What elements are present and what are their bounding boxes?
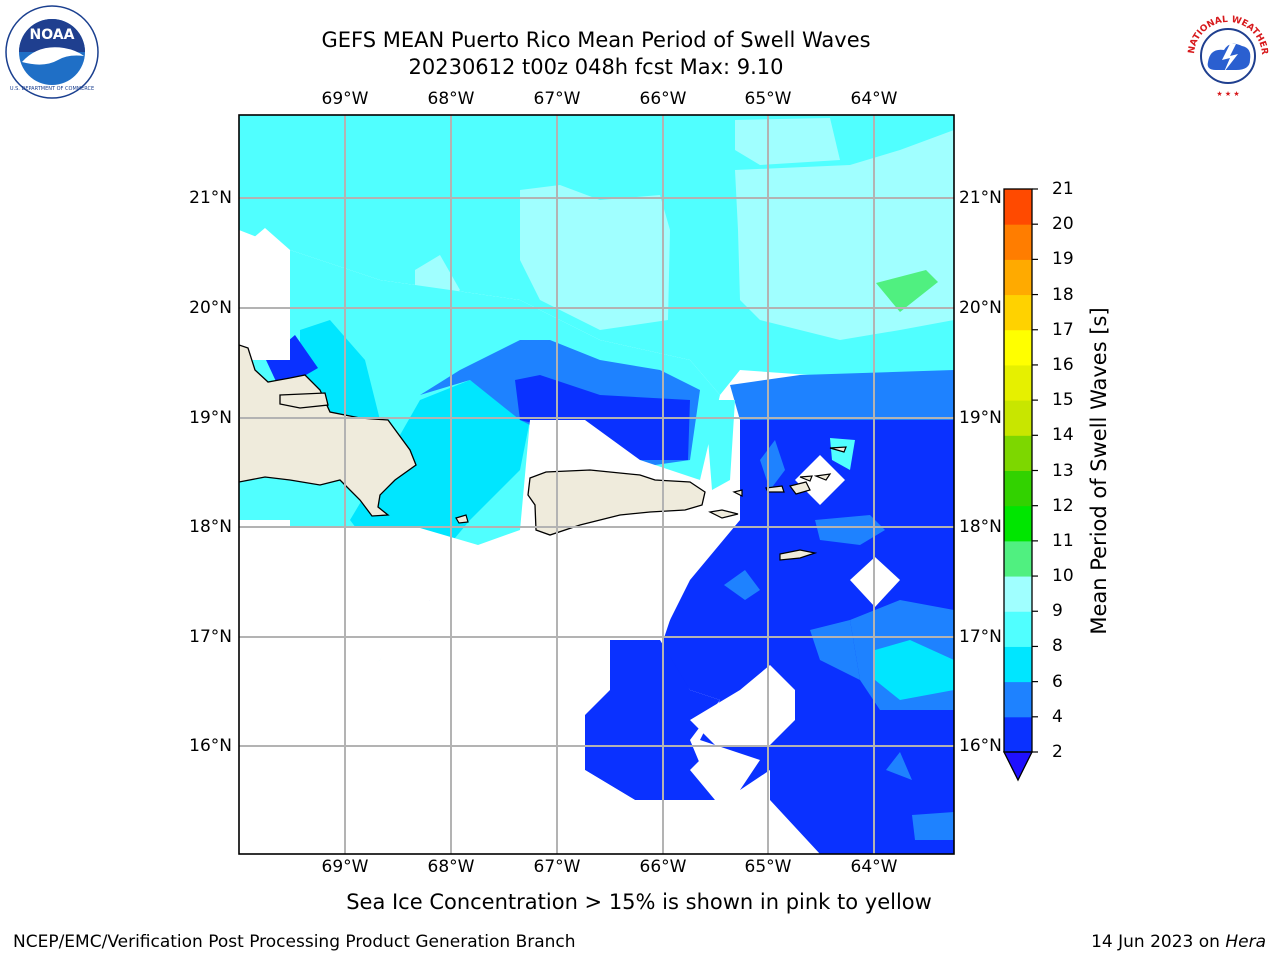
lon-tick-top: 68°W [427,89,475,109]
lat-tick-right: 16°N [959,736,1002,756]
generation-date: 14 Jun 2023 on Hera [1091,932,1266,952]
colorbar-label: 11 [1052,530,1074,551]
lat-tick-right: 20°N [959,298,1002,318]
colorbar-segment [1004,716,1032,753]
colorbar-segment [1004,364,1032,401]
svg-text:★ ★ ★: ★ ★ ★ [1216,90,1239,98]
colorbar-label: 2 [1052,742,1063,762]
colorbar-label: 16 [1052,354,1074,375]
colorbar-label: 17 [1052,319,1074,340]
colorbar-label: 14 [1052,425,1074,446]
producer-credit: NCEP/EMC/Verification Post Processing Pr… [13,932,576,952]
colorbar-segment [1004,540,1032,577]
colorbar-label: 8 [1052,636,1063,657]
lon-tick-top: 67°W [533,89,581,109]
colorbar-segment [1004,611,1032,647]
lat-tick-right: 21°N [959,188,1002,208]
colorbar-segment [1004,681,1032,718]
puerto-rico-land [527,469,706,536]
colorbar-label: 19 [1052,249,1074,270]
map-title: GEFS MEAN Puerto Rico Mean Period of Swe… [321,28,871,52]
hispaniola-land [239,344,417,517]
colorbar-under-arrow [1002,751,1034,782]
colorbar-segment [1004,646,1032,683]
lat-tick-left: 21°N [189,188,232,208]
colorbar-segment [1004,329,1032,366]
colorbar-label: 18 [1052,284,1074,305]
colorbar-segment [1004,189,1032,225]
colorbar-label: 21 [1052,179,1074,199]
colorbar-title: Mean Period of Swell Waves [s] [1087,307,1111,635]
lat-tick-right: 19°N [959,408,1002,428]
lon-tick-bottom: 64°W [850,857,898,877]
lon-tick-top: 64°W [850,89,898,109]
noaa-logo-bottom-text: U.S. DEPARTMENT OF COMMERCE [10,86,94,92]
map-gridlines [239,115,954,854]
sea-ice-note: Sea Ice Concentration > 15% is shown in … [346,890,932,914]
map-subtitle: 20230612 t00z 048h fcst Max: 9.10 [408,55,784,79]
noaa-logo-icon: NOAA U.S. DEPARTMENT OF COMMERCE [5,5,99,99]
colorbar-segment [1004,505,1032,542]
lat-tick-left: 18°N [189,517,232,537]
noaa-logo-text: NOAA [30,27,75,43]
lat-tick-left: 19°N [189,408,232,428]
colorbar-segment [1004,294,1032,331]
colorbar-label: 10 [1052,566,1074,587]
colorbar-segment [1004,470,1032,507]
nws-logo-icon: NATIONAL WEATHER SERVICE ★ ★ ★ [1180,4,1274,98]
lat-tick-right: 17°N [959,627,1002,647]
lon-tick-bottom: 66°W [639,857,687,877]
colorbar-label: 15 [1052,390,1074,411]
colorbar-segment [1004,400,1032,436]
swell-period-field [239,115,954,854]
lon-tick-bottom: 69°W [321,857,369,877]
colorbar-label: 20 [1052,214,1074,235]
colorbar-label: 6 [1052,671,1063,692]
lon-tick-bottom: 65°W [744,857,792,877]
lon-tick-top: 66°W [639,89,687,109]
map-frame [238,114,955,855]
lon-tick-bottom: 67°W [533,857,581,877]
colorbar-segment [1004,224,1032,260]
generation-date-text: 14 Jun 2023 on [1091,932,1226,952]
lon-tick-bottom: 68°W [427,857,475,877]
lon-tick-top: 69°W [321,89,369,109]
lon-tick-top: 65°W [744,89,792,109]
colorbar-segment [1004,576,1032,612]
colorbar-label: 9 [1052,601,1063,622]
colorbar-label: 4 [1052,706,1063,727]
host-name: Hera [1225,932,1266,952]
lat-tick-right: 18°N [959,517,1002,537]
colorbar-label: 13 [1052,460,1074,481]
colorbar-segment [1004,259,1032,296]
lat-tick-left: 16°N [189,736,232,756]
colorbar-label: 12 [1052,495,1074,516]
lat-tick-left: 17°N [189,627,232,647]
colorbar-segment [1004,435,1032,471]
lat-tick-left: 20°N [189,298,232,318]
